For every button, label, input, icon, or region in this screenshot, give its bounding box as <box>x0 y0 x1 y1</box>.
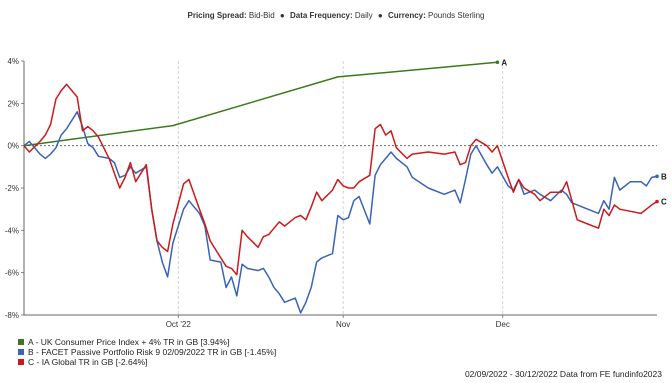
legend-label-c: C - IA Global TR in GB [-2.64%] <box>28 357 148 367</box>
y-tick-label-5: -6% <box>5 269 19 278</box>
legend-label-a: A - UK Consumer Price Index + 4% TR in G… <box>28 337 230 347</box>
legend-swatch-b <box>18 349 24 355</box>
chart-legend: A - UK Consumer Price Index + 4% TR in G… <box>18 337 276 367</box>
legend-item-c[interactable]: C - IA Global TR in GB [-2.64%] <box>18 357 276 367</box>
legend-item-b[interactable]: B - FACET Passive Portfolio Risk 9 02/09… <box>18 347 276 357</box>
legend-swatch-c <box>18 359 24 365</box>
y-tick-label-6: -8% <box>5 311 19 320</box>
series-end-label-a: A <box>501 58 507 67</box>
legend-item-a[interactable]: A - UK Consumer Price Index + 4% TR in G… <box>18 337 276 347</box>
y-tick-label-1: 2% <box>7 99 19 108</box>
frequency-value: Daily <box>354 11 373 20</box>
series-end-label-c: C <box>661 198 667 207</box>
legend-swatch-a <box>18 339 24 345</box>
y-tick-label-0: 4% <box>7 57 19 66</box>
separator-dot-1: ● <box>279 11 285 20</box>
y-tick-label-4: -4% <box>5 226 19 235</box>
series-end-marker-c <box>655 199 659 204</box>
legend-label-b: B - FACET Passive Portfolio Risk 9 02/09… <box>28 347 277 357</box>
frequency-label: Data Frequency: <box>289 11 353 20</box>
data-source-note: 02/09/2022 - 30/12/2022 Data from FE fun… <box>464 369 662 379</box>
y-tick-label-3: -2% <box>5 184 19 193</box>
y-tick-label-2: 0% <box>7 142 19 151</box>
series-end-marker-b <box>655 174 659 179</box>
chart-subtitle: Pricing Spread: Bid-Bid ● Data Frequency… <box>0 11 672 20</box>
series-line-c <box>23 83 658 276</box>
currency-value: Pounds Sterling <box>428 11 485 20</box>
x-tick-label-1: Nov <box>336 320 350 329</box>
currency-label: Currency: <box>387 11 426 20</box>
spread-label: Pricing Spread: <box>187 11 247 20</box>
series-line-a <box>23 61 498 147</box>
x-tick-label-2: Dec <box>496 320 510 329</box>
x-tick-label-0: Oct '22 <box>166 320 192 329</box>
separator-dot-2: ● <box>377 11 383 20</box>
series-end-marker-a <box>495 60 500 65</box>
spread-value: Bid-Bid <box>248 11 275 20</box>
series-end-label-b: B <box>661 172 667 181</box>
series-line-b <box>23 111 658 314</box>
